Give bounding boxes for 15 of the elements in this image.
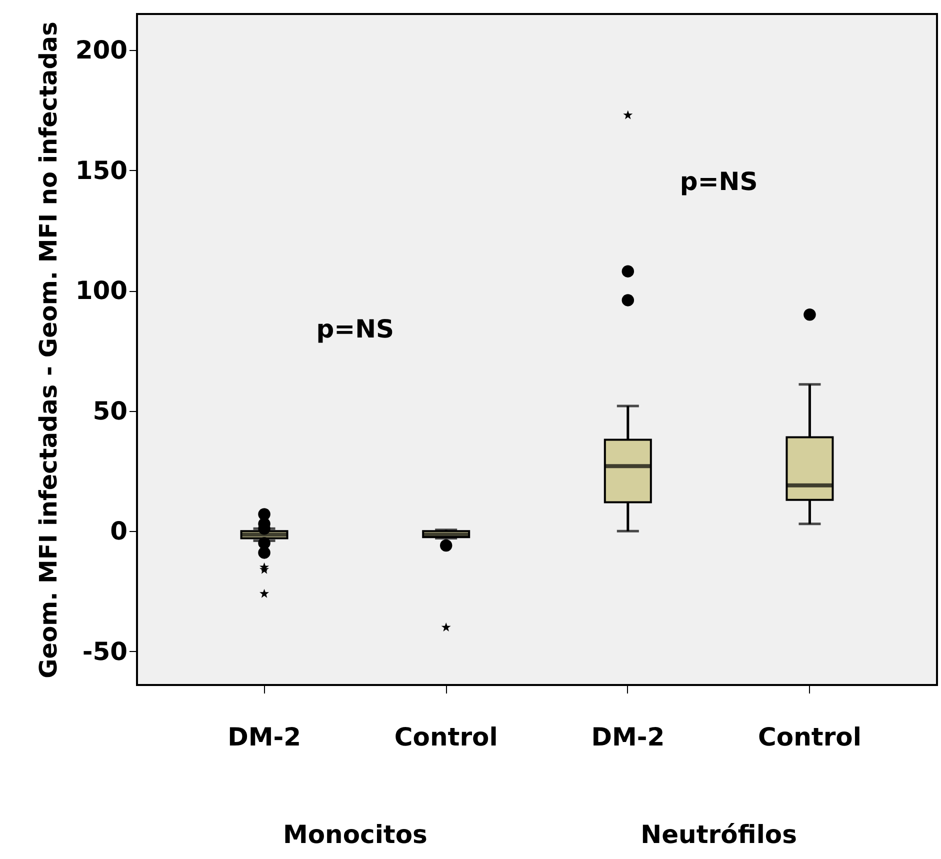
text: Monocitos (282, 820, 428, 849)
y-tick-label: 150 (75, 156, 128, 185)
y-tick-label: 200 (75, 36, 128, 65)
y-tick-label: 50 (92, 396, 128, 426)
x-tick-label: DM-2 (591, 722, 665, 752)
x-tick-label: Control (758, 722, 862, 752)
x-tick-label: DM-2 (228, 722, 301, 752)
y-axis-title: Geom. MFI infectadas - Geom. MFI no infectadas (34, 22, 62, 678)
y-tick-label: -50 (82, 636, 128, 666)
annotation: p=NS (316, 314, 394, 344)
y-tick-label: 100 (75, 276, 128, 306)
annotation: p=NS (680, 166, 758, 196)
y-tick-label: 0 (110, 516, 128, 546)
text: Neutrófilos (640, 820, 797, 849)
x-tick-label: Control (394, 722, 498, 752)
